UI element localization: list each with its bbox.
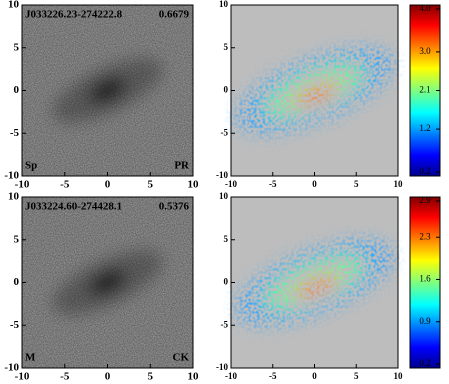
- redshift: 0.5376: [159, 201, 190, 213]
- y-tick-label: -10: [216, 170, 228, 180]
- redshift: 0.6679: [159, 9, 190, 21]
- colorbar-tick-label: 0.2: [419, 166, 430, 176]
- y-tick-label: -5: [221, 319, 229, 329]
- galaxy-name: J033226.23-274222.8: [25, 9, 123, 21]
- x-tick-label: 0: [105, 179, 111, 191]
- y-tick-label: 10: [8, 0, 20, 11]
- y-tick-label: 0: [224, 277, 229, 287]
- x-tick-label: -5: [269, 371, 277, 381]
- x-tick-label: 10: [188, 179, 200, 191]
- y-tick-label: 5: [224, 42, 229, 52]
- corner-label: CK: [173, 352, 190, 364]
- colorbar-tick-label: 4.0: [419, 3, 431, 13]
- y-tick-label: 10: [219, 0, 229, 9]
- x-tick-label: -10: [15, 179, 30, 191]
- colorbar-tick-label: 1.6: [419, 274, 431, 284]
- corner-label: PR: [174, 160, 190, 172]
- x-tick-label: -10: [15, 371, 30, 383]
- colorbar: [409, 196, 441, 369]
- colorbar-tick-label: 2.3: [419, 231, 431, 241]
- y-tick-label: 0: [14, 276, 20, 288]
- colorbar-tick-label: 2.1: [419, 85, 430, 95]
- x-tick-label: -10: [225, 179, 237, 189]
- x-tick-label: 0: [312, 371, 317, 381]
- x-tick-label: 10: [188, 371, 200, 383]
- y-tick-label: 5: [14, 41, 20, 53]
- x-tick-label: 10: [394, 371, 404, 381]
- colorbar: [409, 4, 441, 177]
- corner-label: Sp: [25, 160, 37, 172]
- map-blob: [234, 238, 395, 327]
- colorbar-tick-label: 0.9: [419, 316, 431, 326]
- x-tick-label: 0: [312, 179, 317, 189]
- colorbar-tick-label: 2.9: [419, 195, 431, 205]
- image-noise: [22, 197, 193, 368]
- x-tick-label: 10: [394, 179, 404, 189]
- y-tick-label: 0: [224, 85, 229, 95]
- colorbar-tick-label: 3.0: [419, 46, 431, 56]
- x-tick-label: 5: [354, 179, 359, 189]
- y-tick-label: -5: [10, 319, 20, 331]
- y-tick-label: -5: [10, 127, 20, 139]
- y-tick-label: 10: [219, 191, 229, 201]
- x-tick-label: -5: [60, 371, 70, 383]
- colorbar-tick-label: 0.2: [419, 358, 430, 368]
- y-tick-label: -5: [221, 127, 229, 137]
- x-tick-label: -5: [60, 179, 70, 191]
- y-tick-label: 5: [14, 233, 20, 245]
- corner-label: M: [25, 352, 36, 364]
- y-tick-label: -10: [4, 170, 19, 182]
- galaxy-name: J033224.60-274428.1: [25, 201, 122, 213]
- map-blob: [234, 46, 395, 135]
- x-tick-label: 5: [148, 179, 154, 191]
- x-tick-label: 5: [354, 371, 359, 381]
- map-pixels: [234, 46, 395, 135]
- y-tick-label: 5: [224, 234, 229, 244]
- y-tick-label: -10: [4, 362, 19, 374]
- image-noise: [22, 5, 193, 176]
- x-tick-label: 5: [148, 371, 154, 383]
- x-tick-label: 0: [105, 371, 111, 383]
- map-pixels: [234, 238, 395, 327]
- x-tick-label: -5: [269, 179, 277, 189]
- map-inner: [292, 81, 340, 109]
- map-inner: [292, 273, 340, 301]
- y-tick-label: 10: [8, 191, 20, 203]
- x-tick-label: -10: [225, 371, 237, 381]
- y-tick-label: -10: [216, 362, 228, 372]
- colorbar-tick-label: 1.2: [419, 123, 430, 133]
- y-tick-label: 0: [14, 84, 20, 96]
